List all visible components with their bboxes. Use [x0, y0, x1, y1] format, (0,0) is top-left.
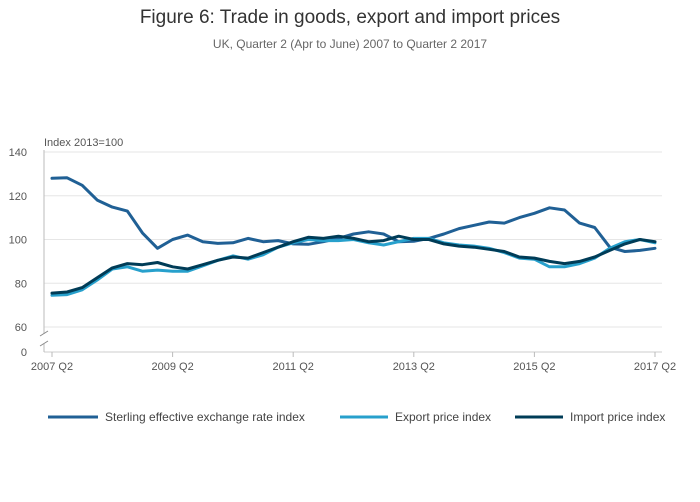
y-tick-label: 100	[9, 235, 27, 247]
x-tick-label: 2017 Q2	[634, 361, 676, 373]
chart-subtitle: UK, Quarter 2 (Apr to June) 2007 to Quar…	[212, 37, 488, 51]
legend: Sterling effective exchange rate index Ex…	[48, 410, 665, 424]
y-tick-label: 60	[15, 322, 27, 334]
x-tick-label: 2011 Q2	[273, 361, 314, 373]
chart-title: Figure 6: Trade in goods, export and imp…	[139, 7, 561, 28]
axes: Index 2013=100 140 120 100 80 60 0 2007 Q2 2009 …	[9, 137, 676, 373]
series-line-3	[50, 234, 657, 295]
legend-label: Import price index	[570, 410, 665, 424]
x-tick-label: 2009 Q2	[151, 361, 193, 373]
grid-lines	[44, 151, 662, 353]
axis-break-mark	[39, 330, 49, 337]
series-line-2	[50, 236, 657, 297]
legend-label: Export price index	[395, 410, 491, 424]
axis-break-mark	[39, 340, 49, 347]
x-tick-label: 2015 Q2	[513, 361, 555, 373]
x-tick-label: 2013 Q2	[393, 361, 435, 373]
y-tick-label: 120	[9, 191, 27, 203]
legend-label: Sterling effective exchange rate index	[105, 410, 305, 424]
y-axis-label: Index 2013=100	[44, 137, 123, 149]
y-tick-label: 0	[21, 347, 27, 359]
series-line-1	[50, 176, 657, 253]
y-tick-label: 140	[9, 147, 27, 159]
y-tick-label: 80	[15, 278, 27, 290]
series-lines	[50, 176, 657, 297]
x-tick-label: 2007 Q2	[31, 361, 73, 373]
